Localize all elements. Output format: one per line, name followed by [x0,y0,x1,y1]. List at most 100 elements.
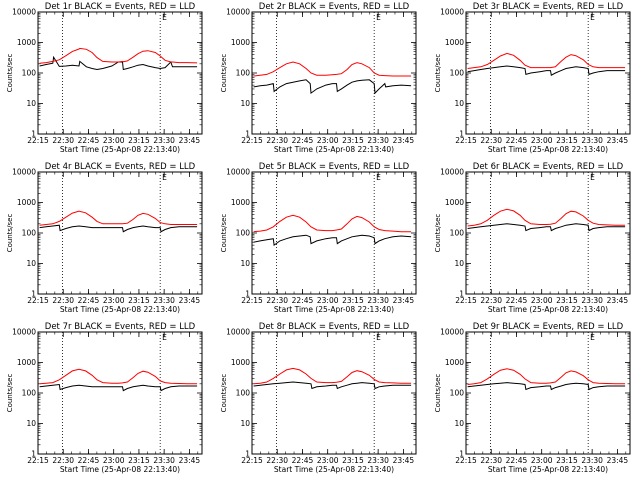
x-tick-label: 23:30 [367,136,389,145]
series-line-events [39,55,198,71]
x-axis-label: Start Time (25-Apr-08 22:13:40) [274,145,394,154]
x-tick-label: 23:30 [153,136,175,145]
marker-label: E [376,173,381,182]
series-line-lld [253,214,412,233]
marker-label: E [162,333,167,342]
chart-title: Det 2r BLACK = Events, RED = LLD [259,2,410,12]
x-tick-label: 23:45 [393,456,415,465]
chart-panel-3: Det 3r BLACK = Events, RED = LLD 1 10 100 10… [434,2,631,154]
chart-title: Det 3r BLACK = Events, RED = LLD [473,2,624,12]
x-tick-label: 22:15 [455,136,477,145]
x-tick-label: 23:15 [342,456,364,465]
x-tick-label: 23:45 [179,456,201,465]
y-tick-label: 10000 [12,328,36,337]
series-line-events [467,382,626,391]
x-tick-label: 23:00 [317,456,339,465]
y-tick-label: 1 [459,130,464,139]
y-axis-label: Counts/sec [220,374,228,413]
series-line-events [467,223,626,232]
x-tick-label: 23:45 [179,296,201,305]
x-axis-label: Start Time (25-Apr-08 22:13:40) [60,465,180,474]
x-tick-label: 23:45 [607,136,629,145]
x-tick-label: 23:30 [581,456,603,465]
y-tick-label: 10 [26,419,36,428]
x-tick-label: 23:00 [103,456,125,465]
x-tick-label: 22:30 [480,136,502,145]
x-tick-label: 22:30 [266,456,288,465]
x-tick-label: 23:45 [607,456,629,465]
x-tick-label: 22:15 [27,456,49,465]
y-tick-label: 1 [459,290,464,299]
y-tick-label: 1 [31,450,36,459]
series-line-lld [467,208,626,227]
series-line-events [253,79,412,95]
x-tick-label: 22:30 [52,136,74,145]
chart-panel-6: Det 6r BLACK = Events, RED = LLD 1 10 100 10… [434,162,631,314]
marker-label: E [590,13,595,22]
y-tick-label: 1 [245,450,250,459]
y-tick-label: 1 [459,450,464,459]
marker-label: E [590,173,595,182]
y-tick-label: 1000 [231,38,250,47]
x-tick-label: 22:45 [292,456,314,465]
y-tick-label: 100 [236,389,251,398]
marker-label: E [376,13,381,22]
series-line-events [253,234,412,247]
x-tick-label: 23:15 [556,136,578,145]
x-tick-label: 23:00 [531,136,553,145]
y-tick-label: 100 [22,389,37,398]
series-line-lld [253,61,412,77]
y-tick-label: 100 [450,229,465,238]
series-line-lld [39,210,198,226]
chart-title: Det 4r BLACK = Events, RED = LLD [45,162,196,172]
y-tick-label: 1 [31,130,36,139]
x-tick-label: 23:00 [317,296,339,305]
x-tick-label: 23:15 [556,456,578,465]
x-tick-label: 22:45 [506,136,528,145]
marker-label: E [590,333,595,342]
y-tick-label: 1000 [231,358,250,367]
y-tick-label: 10000 [440,8,464,17]
x-tick-label: 23:00 [531,456,553,465]
y-tick-label: 10 [26,259,36,268]
series-line-events [467,65,626,76]
y-tick-label: 10 [454,419,464,428]
x-tick-label: 22:30 [266,136,288,145]
chart-panel-5: Det 5r BLACK = Events, RED = LLD 1 10 100 10… [220,162,417,314]
x-tick-label: 23:15 [342,136,364,145]
x-tick-label: 22:15 [241,296,263,305]
y-tick-label: 10000 [226,8,250,17]
x-tick-label: 23:30 [153,296,175,305]
y-tick-label: 10000 [12,8,36,17]
chart-title: Det 8r BLACK = Events, RED = LLD [259,322,410,332]
x-tick-label: 22:45 [78,136,100,145]
y-axis-label: Counts/sec [434,214,442,253]
chart-panel-9: Det 9r BLACK = Events, RED = LLD 1 10 100 10… [434,322,631,474]
y-tick-label: 1000 [17,358,36,367]
y-tick-label: 1 [245,130,250,139]
y-axis-label: Counts/sec [434,374,442,413]
x-tick-label: 23:15 [128,456,150,465]
x-tick-label: 23:30 [581,136,603,145]
x-tick-label: 23:15 [128,296,150,305]
x-tick-label: 23:45 [179,136,201,145]
chart-title: Det 9r BLACK = Events, RED = LLD [473,322,624,332]
series-line-events [39,224,198,233]
x-axis-label: Start Time (25-Apr-08 22:13:40) [488,145,608,154]
chart-panel-1: Det 1r BLACK = Events, RED = LLD 1 10 100 10… [6,2,203,154]
x-tick-label: 23:00 [531,296,553,305]
x-tick-label: 22:45 [292,136,314,145]
x-tick-label: 23:15 [128,136,150,145]
x-tick-label: 22:15 [455,456,477,465]
y-tick-label: 1 [31,290,36,299]
x-axis-label: Start Time (25-Apr-08 22:13:40) [488,305,608,314]
x-tick-label: 23:00 [317,136,339,145]
x-tick-label: 22:30 [266,296,288,305]
marker-label: E [162,13,167,22]
y-tick-label: 10 [454,99,464,108]
x-tick-label: 22:30 [480,296,502,305]
y-tick-label: 10 [240,419,250,428]
series-line-events [39,383,198,392]
y-axis-label: Counts/sec [6,214,14,253]
x-tick-label: 22:30 [52,456,74,465]
